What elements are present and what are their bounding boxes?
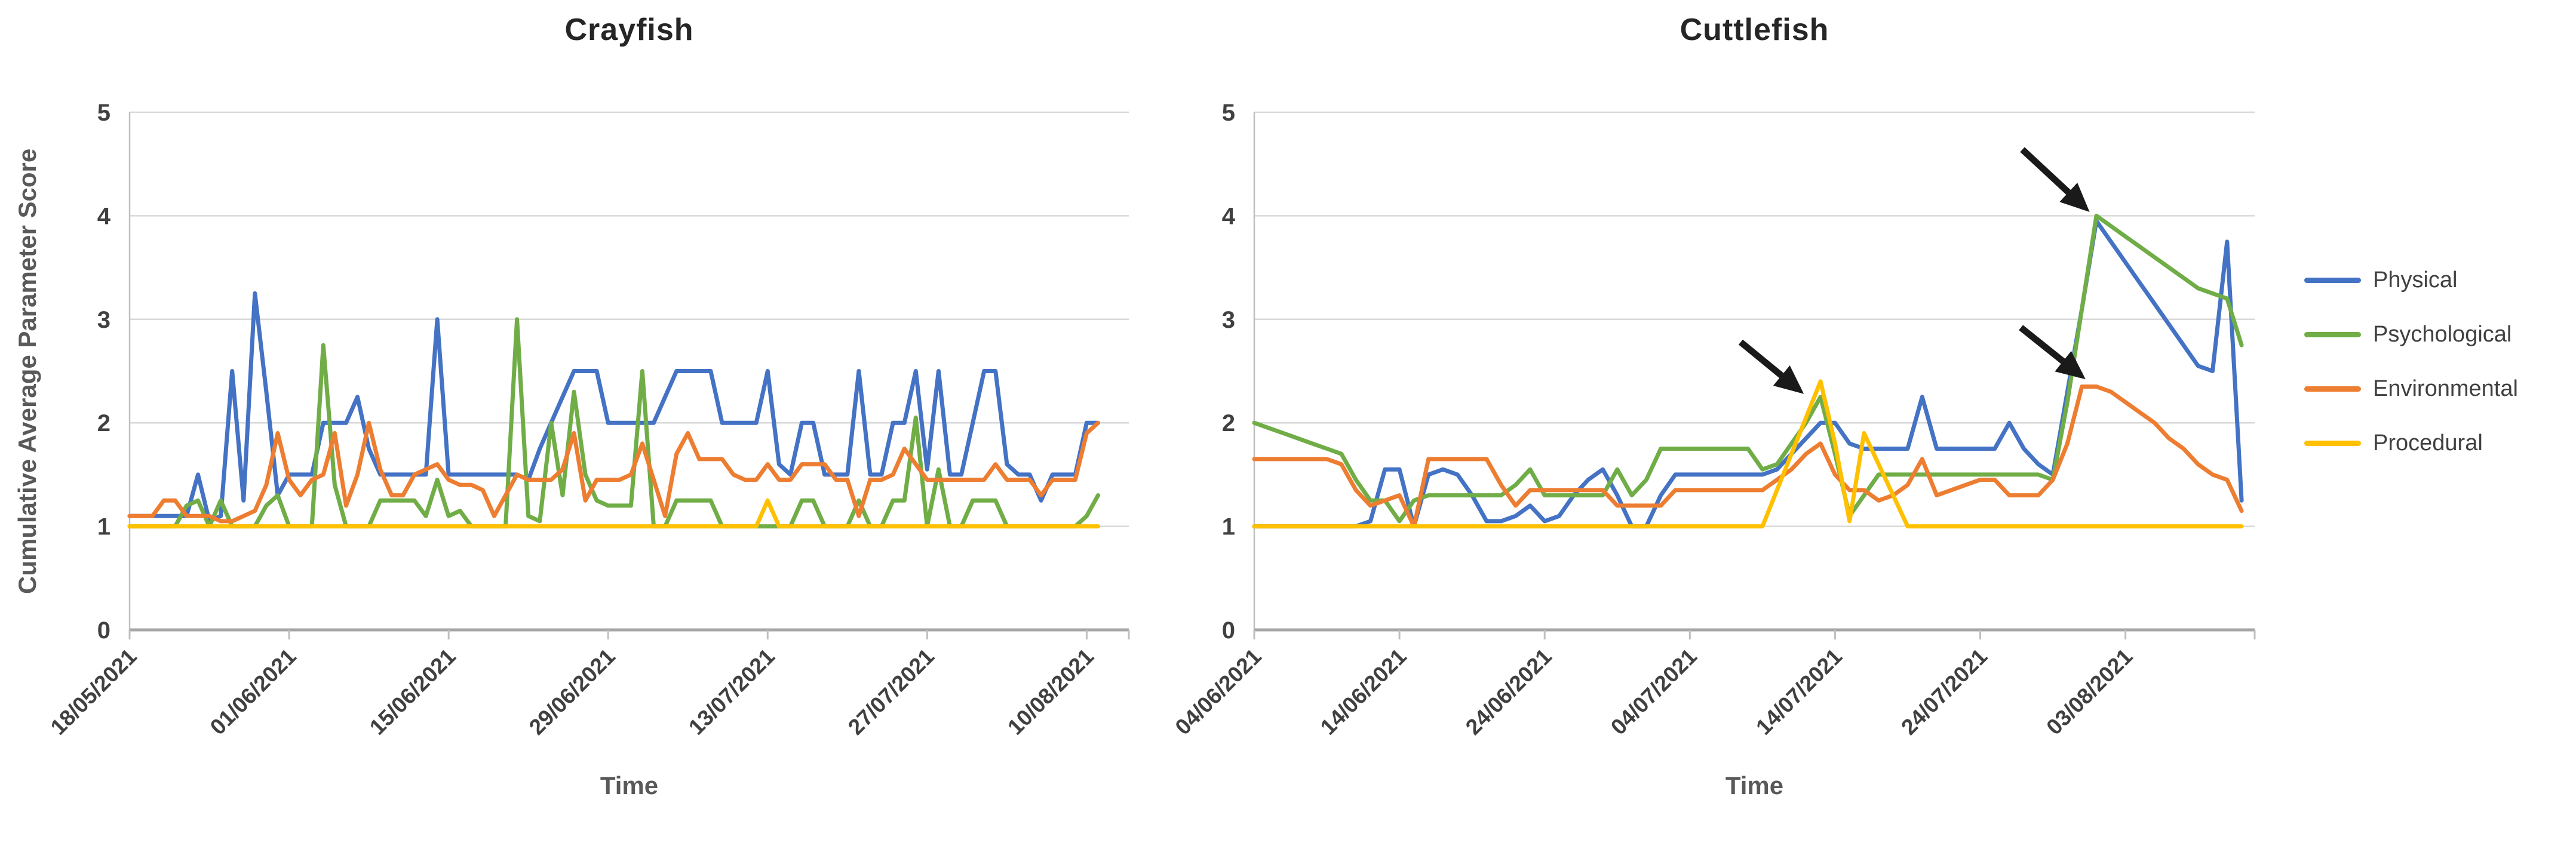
crayfish-x-tick-label: 15/06/2021: [365, 644, 460, 740]
legend-item-procedural: Procedural: [2304, 416, 2518, 470]
crayfish-series-environmental: [127, 420, 1100, 524]
crayfish-y-tick-label: 0: [97, 617, 110, 644]
cuttlefish-x-tick-label: 04/06/2021: [1171, 644, 1266, 740]
x-axis-title-crayfish: Time: [600, 771, 659, 799]
cuttlefish-y-tick-label: 2: [1222, 410, 1235, 436]
cuttlefish-y-tick-label: 4: [1222, 203, 1236, 229]
crayfish-y-tick-label: 1: [97, 514, 110, 540]
y-axis-title: Cumulative Average Parameter Score: [13, 148, 41, 594]
cuttlefish-x-tick-label: 04/07/2021: [1606, 644, 1702, 740]
legend-label: Psychological: [2373, 322, 2512, 347]
cuttlefish-x-tick-label: 03/08/2021: [2041, 644, 2137, 740]
legend-label: Physical: [2373, 267, 2458, 293]
legend-item-physical: Physical: [2304, 253, 2518, 307]
cuttlefish-annotation-arrow: [1738, 339, 1804, 394]
psychological-line-swatch: [2304, 332, 2361, 337]
cuttlefish-y-tick-label: 3: [1222, 307, 1235, 333]
physical-line-swatch: [2304, 278, 2361, 283]
cuttlefish-annotation-arrow: [2019, 325, 2086, 380]
cuttlefish-x-tick-label: 24/06/2021: [1461, 644, 1556, 740]
chart-title-crayfish: Crayfish: [564, 13, 694, 47]
crayfish-y-tick-label: 3: [97, 307, 110, 333]
crayfish-x-tick-label: 01/06/2021: [205, 644, 301, 740]
crayfish-series-physical: [127, 291, 1100, 524]
cuttlefish-x-tick-label: 14/07/2021: [1751, 644, 1847, 740]
cuttlefish-series-procedural: [1252, 379, 2244, 529]
legend: Physical Psychological Environmental Proced…: [2304, 253, 2518, 470]
legend-item-psychological: Psychological: [2304, 307, 2518, 362]
crayfish-y-tick-label: 5: [97, 100, 110, 126]
crayfish-x-tick-label: 27/07/2021: [843, 644, 939, 740]
cuttlefish-annotation-arrow: [2020, 147, 2090, 213]
crayfish-x-tick-label: 10/08/2021: [1003, 644, 1098, 740]
environmental-line-swatch: [2304, 386, 2361, 392]
cuttlefish-y-tick-label: 1: [1222, 514, 1235, 540]
cuttlefish-y-tick-label: 0: [1222, 617, 1235, 644]
legend-label: Procedural: [2373, 430, 2483, 456]
cuttlefish-plot: 04/06/2021 14/06/2021 24/06/2021 04/07/2021…: [1171, 100, 2256, 740]
cuttlefish-x-tick-label: 14/06/2021: [1316, 644, 1411, 740]
cuttlefish-y-tick-label: 5: [1222, 100, 1235, 126]
cuttlefish-series-physical: [1252, 219, 2244, 529]
crayfish-y-tick-label: 2: [97, 410, 110, 436]
crayfish-series-procedural: [127, 498, 1100, 529]
cuttlefish-x-tick-label: 24/07/2021: [1896, 644, 1992, 740]
crayfish-x-tick-label: 18/05/2021: [46, 644, 142, 740]
x-axis-title-cuttlefish: Time: [1725, 771, 1784, 799]
chart-title-cuttlefish: Cuttlefish: [1680, 13, 1829, 47]
crayfish-plot: 18/05/2021 01/06/2021 15/06/2021 29/06/2021…: [46, 100, 1130, 740]
crayfish-x-tick-label: 13/07/2021: [684, 644, 779, 740]
legend-item-environmental: Environmental: [2304, 362, 2518, 416]
legend-label: Environmental: [2373, 376, 2518, 401]
crayfish-y-tick-label: 4: [97, 203, 111, 229]
crayfish-x-tick-label: 29/06/2021: [524, 644, 620, 740]
cuttlefish-series-environmental: [1252, 384, 2244, 529]
procedural-line-swatch: [2304, 441, 2361, 446]
